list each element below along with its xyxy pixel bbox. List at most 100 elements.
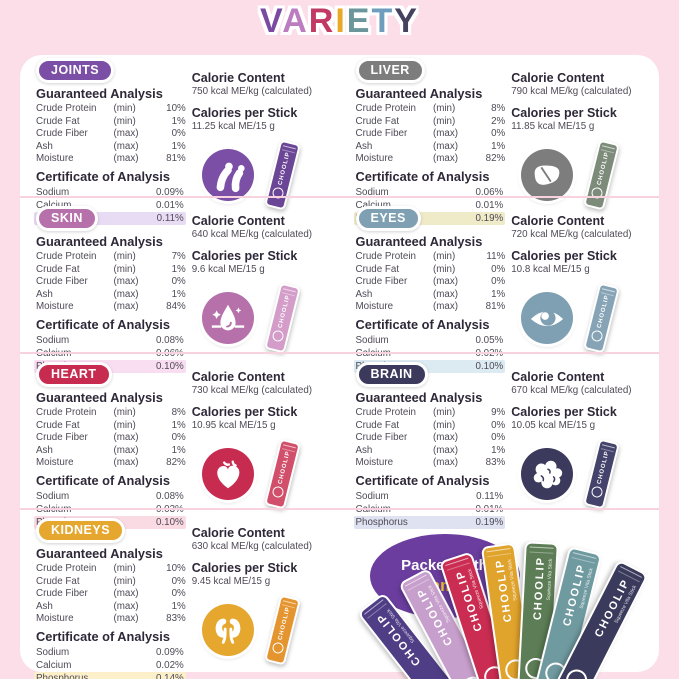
nutrition-panel: LIVER Guaranteed Analysis Crude Protein (… bbox=[353, 58, 656, 225]
calorie-content-heading: Calorie Content bbox=[191, 370, 285, 384]
analysis-row: Crude Fiber (max) 0% bbox=[36, 128, 186, 141]
analysis-row: Moisture (max) 81% bbox=[36, 153, 186, 166]
page-title: VARIETY bbox=[0, 2, 679, 41]
ga-limit: (min) bbox=[113, 103, 136, 114]
panel-icon-row: CHOOLIP bbox=[511, 282, 655, 354]
ga-limit: (max) bbox=[432, 128, 458, 140]
calorie-content-heading: Calorie Content bbox=[511, 370, 605, 384]
ga-limit: (max) bbox=[432, 301, 458, 313]
ga-value: 83% bbox=[485, 457, 506, 469]
analysis-row: Crude Protein (min) 11% bbox=[356, 251, 506, 264]
calorie-content-value: 750 kcal ME/kg (calculated) bbox=[191, 86, 313, 97]
calories-per-stick-heading: Calories per Stick bbox=[191, 405, 298, 419]
ga-name: Crude Fiber bbox=[355, 432, 408, 444]
ga-value: 0% bbox=[491, 432, 506, 444]
coa-name: Sodium bbox=[355, 186, 389, 198]
ga-name: Ash bbox=[36, 140, 53, 152]
mini-stick-brand-label: CHOOLIP bbox=[276, 293, 291, 329]
calories-per-stick-heading: Calories per Stick bbox=[511, 106, 617, 120]
panel-calorie-column: Calorie Content 670 kcal ME/kg (calculat… bbox=[511, 360, 655, 510]
ga-limit: (max) bbox=[432, 457, 458, 469]
ga-limit: (max) bbox=[113, 457, 139, 469]
certificate-row: Sodium 0.08% bbox=[36, 490, 186, 503]
panel-cell: KIDNEYS Guaranteed Analysis Crude Protei… bbox=[20, 508, 340, 679]
coa-value: 0.09% bbox=[155, 646, 184, 658]
ga-value: 84% bbox=[166, 301, 186, 313]
ga-name: Crude Protein bbox=[355, 407, 416, 418]
ga-name: Crude Protein bbox=[36, 103, 97, 114]
certificate-row: Sodium 0.09% bbox=[36, 186, 186, 199]
ga-limit: (max) bbox=[432, 432, 458, 444]
panel-cell: SKIN Guaranteed Analysis Crude Protein (m… bbox=[20, 196, 340, 373]
calorie-content-heading: Calorie Content bbox=[191, 214, 285, 228]
eyes-icon bbox=[521, 292, 574, 344]
joints-icon bbox=[201, 149, 254, 201]
panel-icon-row: CHOOLIP bbox=[511, 139, 655, 211]
panel-cell: HEART Guaranteed Analysis Crude Protein (… bbox=[20, 352, 340, 529]
coa-value: 0.01% bbox=[475, 199, 504, 211]
ga-limit: (max) bbox=[113, 301, 139, 313]
calories-per-stick-value: 11.85 kcal ME/15 g bbox=[511, 121, 595, 132]
analysis-row: Crude Fat (min) 0% bbox=[356, 264, 506, 277]
mini-stick-brand-label: CHOOLIP bbox=[276, 605, 291, 641]
analysis-row: Crude Fiber (max) 0% bbox=[36, 276, 186, 289]
ga-value: 2% bbox=[491, 115, 506, 127]
ga-value: 1% bbox=[491, 288, 506, 300]
ga-limit: (max) bbox=[432, 140, 458, 152]
title-letter: Y bbox=[394, 2, 419, 40]
ga-name: Ash bbox=[36, 444, 53, 456]
calories-per-stick-heading: Calories per Stick bbox=[191, 249, 298, 263]
ga-value: 7% bbox=[171, 251, 186, 262]
calories-per-stick-heading: Calories per Stick bbox=[511, 405, 617, 419]
panel-badge: JOINTS bbox=[36, 58, 115, 83]
ga-name: Crude Fat bbox=[36, 115, 80, 127]
panel-badge: BRAIN bbox=[355, 362, 428, 387]
coa-value: 0.05% bbox=[475, 334, 504, 346]
calories-per-stick-value: 10.8 kcal ME/15 g bbox=[511, 264, 590, 275]
calorie-content-value: 670 kcal ME/kg (calculated) bbox=[511, 385, 632, 396]
ga-name: Crude Protein bbox=[355, 251, 416, 262]
certificate-heading: Certificate of Analysis bbox=[36, 316, 170, 332]
analysis-row: Crude Fiber (max) 0% bbox=[356, 128, 506, 141]
coa-value: 0.10% bbox=[475, 360, 504, 372]
guaranteed-analysis-heading: Guaranteed Analysis bbox=[355, 234, 483, 249]
ga-value: 1% bbox=[171, 419, 186, 431]
ga-value: 1% bbox=[171, 263, 186, 275]
certificate-row: Sodium 0.05% bbox=[356, 334, 506, 347]
ga-limit: (max) bbox=[113, 588, 139, 600]
calories-per-stick-heading: Calories per Stick bbox=[191, 106, 298, 120]
panel-badge: LIVER bbox=[355, 58, 425, 83]
certificate-row: Phosphorus 0.19% bbox=[353, 515, 506, 529]
panel-icon-row: CHOOLIP bbox=[192, 594, 336, 666]
ga-name: Crude Fiber bbox=[36, 276, 88, 288]
ga-limit: (min) bbox=[113, 575, 136, 587]
ga-limit: (max) bbox=[113, 600, 139, 612]
mini-stick-brand-label: CHOOLIP bbox=[596, 293, 611, 329]
ga-name: Crude Protein bbox=[36, 251, 97, 262]
liver-icon bbox=[521, 149, 574, 201]
coa-name: Sodium bbox=[355, 334, 389, 346]
certificate-row: Phosphorus 0.14% bbox=[34, 671, 186, 679]
product-sticks-fan: CHOOLIP Squeeze Vita Stick CHOOLIP Squeeze … bbox=[357, 539, 651, 679]
panel-icon-row: CHOOLIP bbox=[511, 438, 655, 510]
analysis-row: Ash (max) 1% bbox=[36, 141, 186, 154]
ga-name: Crude Fat bbox=[36, 575, 80, 587]
certificate-row: Calcium 0.02% bbox=[36, 659, 186, 672]
calorie-content-heading: Calorie Content bbox=[191, 71, 285, 85]
panel-calorie-column: Calorie Content 640 kcal ME/kg (calculat… bbox=[191, 204, 336, 354]
ga-name: Crude Fiber bbox=[36, 432, 88, 444]
ga-name: Moisture bbox=[355, 153, 394, 165]
nutrition-panel: SKIN Guaranteed Analysis Crude Protein (m… bbox=[34, 204, 336, 373]
title-letter: T bbox=[371, 2, 395, 40]
calories-per-stick-value: 9.45 kcal ME/15 g bbox=[191, 576, 271, 587]
analysis-row: Moisture (max) 81% bbox=[356, 301, 506, 314]
analysis-row: Crude Fiber (max) 0% bbox=[36, 432, 186, 445]
ga-limit: (max) bbox=[113, 613, 139, 625]
panels-grid: JOINTS Guaranteed Analysis Crude Protein… bbox=[20, 55, 659, 679]
coa-name: Phosphorus bbox=[36, 672, 89, 679]
ga-name: Crude Fat bbox=[355, 115, 400, 127]
coa-name: Sodium bbox=[355, 490, 389, 502]
ga-limit: (min) bbox=[432, 419, 456, 431]
